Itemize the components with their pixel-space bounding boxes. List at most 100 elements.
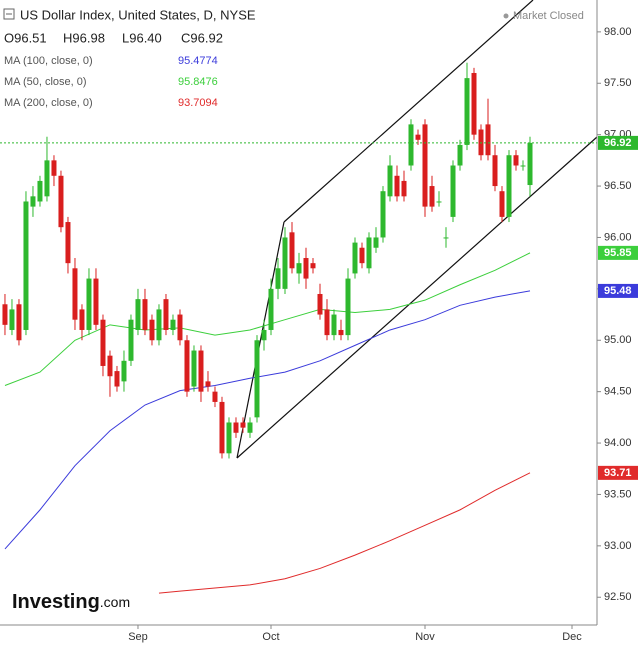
candle-body [513,155,519,166]
ohlc-high: H96.98 [63,30,105,45]
ma-line [158,472,531,594]
ma-legend-value: 95.4774 [178,55,218,67]
candle-body [23,201,29,330]
candle-body [128,319,134,361]
candle-body [387,165,393,197]
candle-body [163,299,169,330]
x-tick-label: Sep [128,631,148,643]
x-tick-label: Oct [262,631,279,643]
price-box [598,283,638,298]
ma-legend-name: MA (200, close, 0) [4,97,93,109]
ma-legend-value: 95.8476 [178,76,218,88]
candle-body [436,201,442,203]
price-box-label: 95.48 [604,285,632,297]
candle-body [366,237,372,269]
channel [236,0,598,459]
candle-body [359,247,365,264]
price-box-label: 96.92 [604,137,632,149]
ma-legend-value: 93.7094 [178,97,218,109]
y-tick-label: 95.00 [604,334,632,346]
candle-body [401,180,407,197]
price-box [598,135,638,150]
candle-body [247,422,253,433]
candle-body [331,314,337,336]
y-tick-label: 98.00 [604,26,632,38]
candle-body [9,309,15,330]
candle-body [37,180,43,202]
y-tick-label: 94.50 [604,386,632,398]
x-tick-label: Dec [562,631,582,643]
candle-body [443,237,449,239]
candle-body [65,222,71,264]
candle-body [72,268,78,320]
candle-body [156,309,162,341]
candle-body [198,350,204,392]
channel-upper [283,0,534,223]
x-tick-label: Nov [415,631,435,643]
price-box [598,245,638,260]
candle-body [485,124,491,156]
candle-body [352,242,358,274]
candle-body [275,268,281,289]
candle-body [16,304,22,341]
candle-body [261,329,267,341]
logo: Investing.com [12,591,130,613]
candle-body [268,288,274,330]
market-status: Market Closed [513,10,584,22]
y-tick-label: 97.50 [604,77,632,89]
candle-body [135,299,141,330]
candle-body [114,371,120,387]
price-box-label: 95.85 [604,247,632,259]
ohlc-low: L96.40 [122,30,162,45]
y-tick-label: 96.00 [604,231,632,243]
candle-body [303,258,309,279]
candle-body [457,144,463,166]
ma-legend-name: MA (50, close, 0) [4,76,87,88]
candle-body [415,134,421,140]
candle-body [492,155,498,187]
candle-body [408,124,414,166]
candle-body [310,263,316,269]
candle-body [30,196,36,207]
candle-body [184,340,190,392]
candle-body [121,360,127,382]
collapse-icon[interactable] [3,8,15,20]
candle-body [149,319,155,341]
candle-body [205,381,211,387]
ma-line [4,252,531,386]
candle-body [2,304,8,325]
candle-body [373,237,379,248]
candle-body [107,355,113,377]
candle-body [429,186,435,207]
candle-body [478,129,484,156]
candle-body [296,263,302,274]
y-tick-label: 94.00 [604,437,632,449]
candle-body [520,165,526,167]
candle-body [170,319,176,330]
channel-lower [236,136,598,459]
candle-body [93,278,99,325]
candle-body [86,278,92,330]
candle-body [345,278,351,336]
candle-body [51,160,57,176]
candle-body [233,422,239,433]
price-box [598,465,638,480]
candle-body [226,422,232,454]
candle-body [142,299,148,330]
y-tick-label: 93.00 [604,540,632,552]
channel-left [236,221,285,459]
candle-body [506,155,512,217]
candle-body [219,401,225,454]
candle-body [212,391,218,402]
candle-body [317,293,323,315]
price-box-label: 93.71 [604,467,632,479]
y-tick-label: 96.50 [604,180,632,192]
ohlc-close: C96.92 [181,30,223,45]
candle-body [44,160,50,197]
ohlc-open: O96.51 [4,30,47,45]
candle-body [422,124,428,207]
status-dot [503,13,509,19]
logo-main: Investing [12,591,100,613]
candle-body [471,72,477,135]
